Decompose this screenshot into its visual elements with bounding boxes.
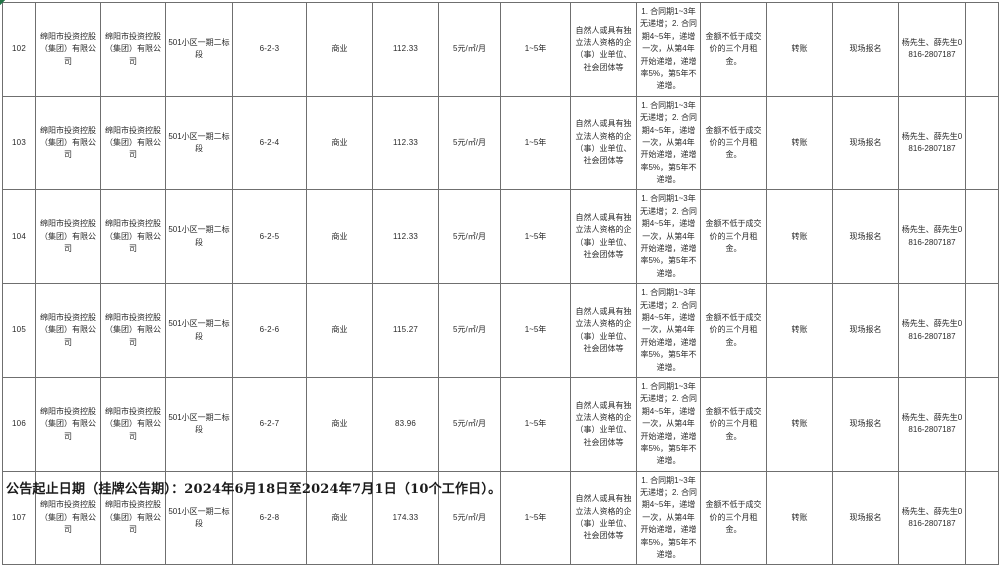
cell-listing-price: 5元/㎡/月 [438, 95, 501, 191]
cell-agent: 绵阳市投资控股（集团）有限公司 [100, 283, 166, 378]
cell-payment-method: 转账 [766, 189, 833, 285]
cell-contact: 杨先生、薛先生0816-2807187 [898, 283, 966, 378]
cell-rent-increment: 1. 合同期1~3年无递增；2. 合同期4~5年，递增一次，从第4年开始递增，递… [636, 470, 701, 565]
table-row: 102 绵阳市投资控股（集团）有限公司 绵阳市投资控股（集团）有限公司 501小区一期… [0, 0, 999, 97]
cell-deposit: 金额不低于成交价的三个月租金。 [700, 95, 767, 191]
cell-signup-method: 现场报名 [832, 189, 899, 285]
cell-rent-increment: 1. 合同期1~3年无递增；2. 合同期4~5年，递增一次，从第4年开始递增，递… [636, 2, 701, 97]
cell-unit-number: 6-2-5 [232, 189, 307, 285]
cell-bidder-qualification: 自然人或具有独立法人资格的企（事）业单位、社会团体等 [570, 2, 637, 97]
table-row: 105 绵阳市投资控股（集团）有限公司 绵阳市投资控股（集团）有限公司 501小区一期… [0, 0, 999, 378]
cell-payment-method: 转账 [766, 470, 833, 565]
cell-payment-method: 转账 [766, 376, 833, 472]
cell-usage-type: 商业 [306, 2, 373, 97]
cell-owner: 绵阳市投资控股（集团）有限公司 [35, 376, 101, 472]
cell-contact: 杨先生、薛先生0816-2807187 [898, 376, 966, 472]
cell-trailing [965, 2, 999, 97]
cell-lease-term: 1~5年 [500, 2, 571, 97]
cell-project: 501小区一期二标段 [0, 0, 233, 285]
cell-row-index: 105 [2, 283, 36, 378]
cell-signup-method: 现场报名 [832, 376, 899, 472]
cell-lease-term: 1~5年 [500, 376, 571, 472]
cell-unit-number: 6-2-6 [232, 283, 307, 378]
cell-bidder-qualification: 自然人或具有独立法人资格的企（事）业单位、社会团体等 [570, 283, 637, 378]
cell-contact: 杨先生、薛先生0816-2807187 [898, 2, 966, 97]
cell-area: 112.33 [372, 95, 439, 191]
cell-lease-term: 1~5年 [500, 189, 571, 285]
cell-deposit: 金额不低于成交价的三个月租金。 [700, 283, 767, 378]
cell-bidder-qualification: 自然人或具有独立法人资格的企（事）业单位、社会团体等 [570, 376, 637, 472]
cell-project: 501小区一期二标段 [0, 0, 233, 378]
cell-contact: 杨先生、薛先生0816-2807187 [898, 470, 966, 565]
cell-contact: 杨先生、薛先生0816-2807187 [898, 95, 966, 191]
cell-usage-type: 商业 [306, 283, 373, 378]
cell-row-index: 104 [2, 189, 36, 285]
cell-area: 115.27 [372, 283, 439, 378]
cell-trailing [965, 189, 999, 285]
cell-trailing [965, 376, 999, 472]
cell-listing-price: 5元/㎡/月 [438, 283, 501, 378]
cell-row-index: 102 [2, 2, 36, 97]
cell-area: 112.33 [372, 189, 439, 285]
cell-signup-method: 现场报名 [832, 470, 899, 565]
cell-lease-term: 1~5年 [500, 283, 571, 378]
cell-trailing [965, 283, 999, 378]
cell-signup-method: 现场报名 [832, 2, 899, 97]
cell-deposit: 金额不低于成交价的三个月租金。 [700, 470, 767, 565]
cell-unit-number: 6-2-3 [232, 2, 307, 97]
cell-usage-type: 商业 [306, 189, 373, 285]
cell-project: 501小区一期二标段 [0, 0, 233, 191]
cell-bidder-qualification: 自然人或具有独立法人资格的企（事）业单位、社会团体等 [570, 470, 637, 565]
cell-agent: 绵阳市投资控股（集团）有限公司 [100, 189, 166, 285]
cell-owner: 绵阳市投资控股（集团）有限公司 [35, 189, 101, 285]
cell-deposit: 金额不低于成交价的三个月租金。 [700, 376, 767, 472]
cell-payment-method: 转账 [766, 95, 833, 191]
cell-project: 501小区一期二标段 [0, 0, 233, 472]
cell-usage-type: 商业 [306, 95, 373, 191]
cell-listing-price: 5元/㎡/月 [438, 376, 501, 472]
table-row: 103 绵阳市投资控股（集团）有限公司 绵阳市投资控股（集团）有限公司 501小区一期… [0, 0, 999, 191]
table-row: 106 绵阳市投资控股（集团）有限公司 绵阳市投资控股（集团）有限公司 501小区一期… [0, 0, 999, 472]
table-row: 104 绵阳市投资控股（集团）有限公司 绵阳市投资控股（集团）有限公司 501小区一期… [0, 0, 999, 285]
cell-deposit: 金额不低于成交价的三个月租金。 [700, 189, 767, 285]
cell-lease-term: 1~5年 [500, 470, 571, 565]
cell-trailing [965, 470, 999, 565]
cell-row-index: 106 [2, 376, 36, 472]
cell-payment-method: 转账 [766, 2, 833, 97]
cell-deposit: 金额不低于成交价的三个月租金。 [700, 2, 767, 97]
cell-bidder-qualification: 自然人或具有独立法人资格的企（事）业单位、社会团体等 [570, 95, 637, 191]
cell-signup-method: 现场报名 [832, 283, 899, 378]
cell-payment-method: 转账 [766, 283, 833, 378]
cell-row-index: 103 [2, 95, 36, 191]
cell-bidder-qualification: 自然人或具有独立法人资格的企（事）业单位、社会团体等 [570, 189, 637, 285]
cell-rent-increment: 1. 合同期1~3年无递增；2. 合同期4~5年，递增一次，从第4年开始递增，递… [636, 189, 701, 285]
cell-agent: 绵阳市投资控股（集团）有限公司 [100, 95, 166, 191]
cell-usage-type: 商业 [306, 376, 373, 472]
cell-lease-term: 1~5年 [500, 95, 571, 191]
cell-project: 501小区一期二标段 [0, 0, 233, 97]
cell-trailing [965, 95, 999, 191]
announcement-period-note: 公告起止日期（挂牌公告期）：2024年6月18日至2024年7月1日（10个工作… [6, 482, 502, 497]
cell-signup-method: 现场报名 [832, 95, 899, 191]
cell-rent-increment: 1. 合同期1~3年无递增；2. 合同期4~5年，递增一次，从第4年开始递增，递… [636, 376, 701, 472]
cell-owner: 绵阳市投资控股（集团）有限公司 [35, 95, 101, 191]
cell-listing-price: 5元/㎡/月 [438, 2, 501, 97]
cell-agent: 绵阳市投资控股（集团）有限公司 [100, 2, 166, 97]
cell-unit-number: 6-2-4 [232, 95, 307, 191]
cell-rent-increment: 1. 合同期1~3年无递增；2. 合同期4~5年，递增一次，从第4年开始递增，递… [636, 283, 701, 378]
cell-area: 83.96 [372, 376, 439, 472]
cell-agent: 绵阳市投资控股（集团）有限公司 [100, 376, 166, 472]
cell-listing-price: 5元/㎡/月 [438, 189, 501, 285]
cell-unit-number: 6-2-7 [232, 376, 307, 472]
cell-owner: 绵阳市投资控股（集团）有限公司 [35, 2, 101, 97]
cell-rent-increment: 1. 合同期1~3年无递增；2. 合同期4~5年，递增一次，从第4年开始递增，递… [636, 95, 701, 191]
cell-owner: 绵阳市投资控股（集团）有限公司 [35, 283, 101, 378]
cell-contact: 杨先生、薛先生0816-2807187 [898, 189, 966, 285]
cell-area: 112.33 [372, 2, 439, 97]
